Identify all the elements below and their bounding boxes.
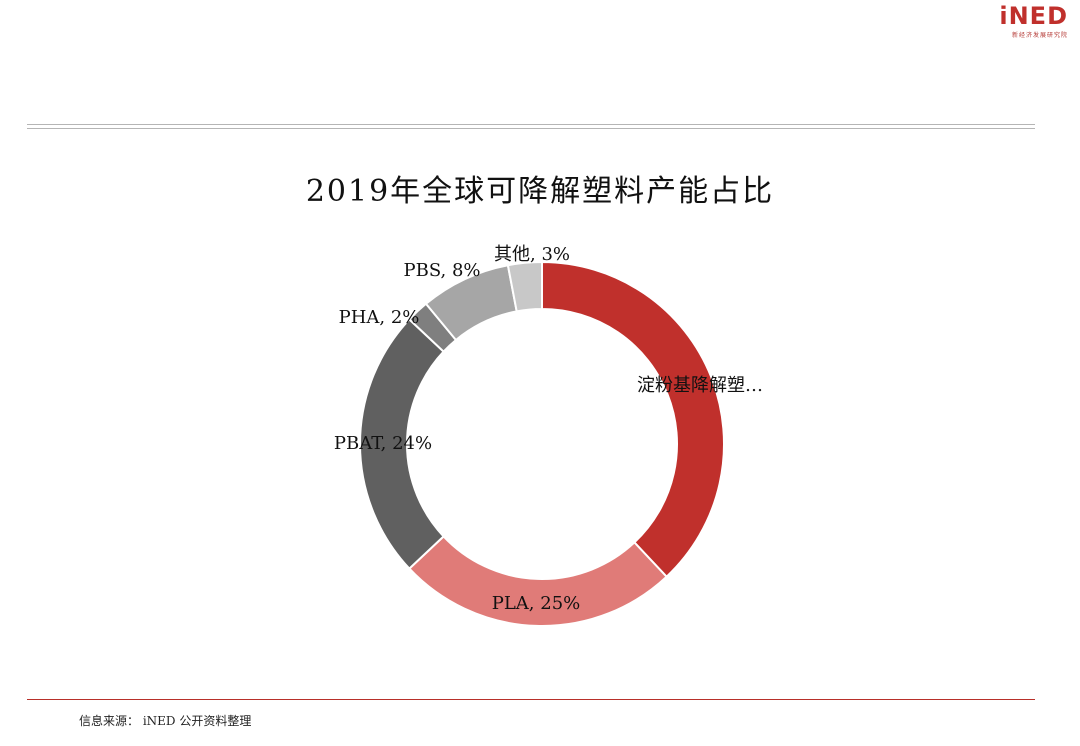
chart-title: 2019年全球可降解塑料产能占比	[305, 174, 775, 209]
logo-wordmark: iNED	[999, 2, 1068, 30]
donut-slice	[541, 260, 725, 579]
bottom-divider	[27, 699, 1035, 700]
logo-subtitle: 新经济发展研究院	[1011, 32, 1068, 39]
slice-label: 其他, 3%	[494, 244, 570, 265]
donut-slice	[506, 260, 543, 313]
ined-logo: iNED 新经济发展研究院	[999, 2, 1068, 39]
source-note: 信息来源： iNED 公开资料整理	[79, 714, 252, 728]
slice-label: PLA, 25%	[492, 593, 581, 614]
slice-label: PBAT, 24%	[334, 433, 432, 454]
slice-label: 淀粉基降解塑…	[637, 375, 763, 396]
slice-label: PBS, 8%	[403, 260, 480, 281]
top-divider	[27, 124, 1035, 129]
slice-label: PHA, 2%	[339, 307, 420, 328]
